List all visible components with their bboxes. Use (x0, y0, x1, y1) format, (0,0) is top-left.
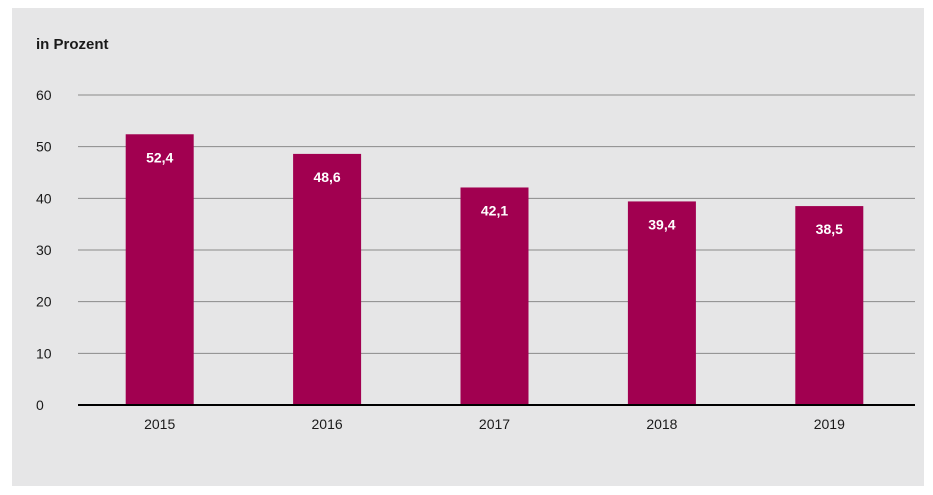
x-tick-label: 2018 (646, 416, 677, 432)
bar (125, 134, 194, 405)
y-tick-label: 40 (36, 190, 52, 206)
x-tick-label: 2016 (312, 416, 343, 432)
bar (795, 206, 864, 405)
bar-value-label: 52,4 (146, 149, 173, 165)
y-tick-label: 20 (36, 294, 52, 310)
y-tick-label: 0 (36, 397, 44, 413)
x-tick-labels: 2015 2016 2017 2018 2019 (144, 416, 845, 432)
bar (627, 201, 696, 405)
bar (293, 153, 362, 405)
bars (125, 134, 864, 405)
y-tick-label: 30 (36, 242, 52, 258)
y-tick-label: 10 (36, 345, 52, 361)
x-tick-label: 2015 (144, 416, 175, 432)
bar-value-label: 42,1 (481, 202, 508, 218)
y-tick-label: 60 (36, 87, 52, 103)
bar-value-labels: 52,4 48,6 42,1 39,4 38,5 (146, 149, 843, 237)
x-tick-label: 2019 (814, 416, 845, 432)
bar-value-label: 39,4 (648, 216, 675, 232)
bar-value-label: 48,6 (313, 169, 340, 185)
x-tick-label: 2017 (479, 416, 510, 432)
y-tick-label: 50 (36, 139, 52, 155)
bar-value-label: 38,5 (816, 221, 843, 237)
bar (460, 187, 529, 405)
y-axis-label: in Prozent (36, 36, 109, 53)
y-tick-labels: 0 10 20 30 40 50 60 (36, 87, 52, 413)
